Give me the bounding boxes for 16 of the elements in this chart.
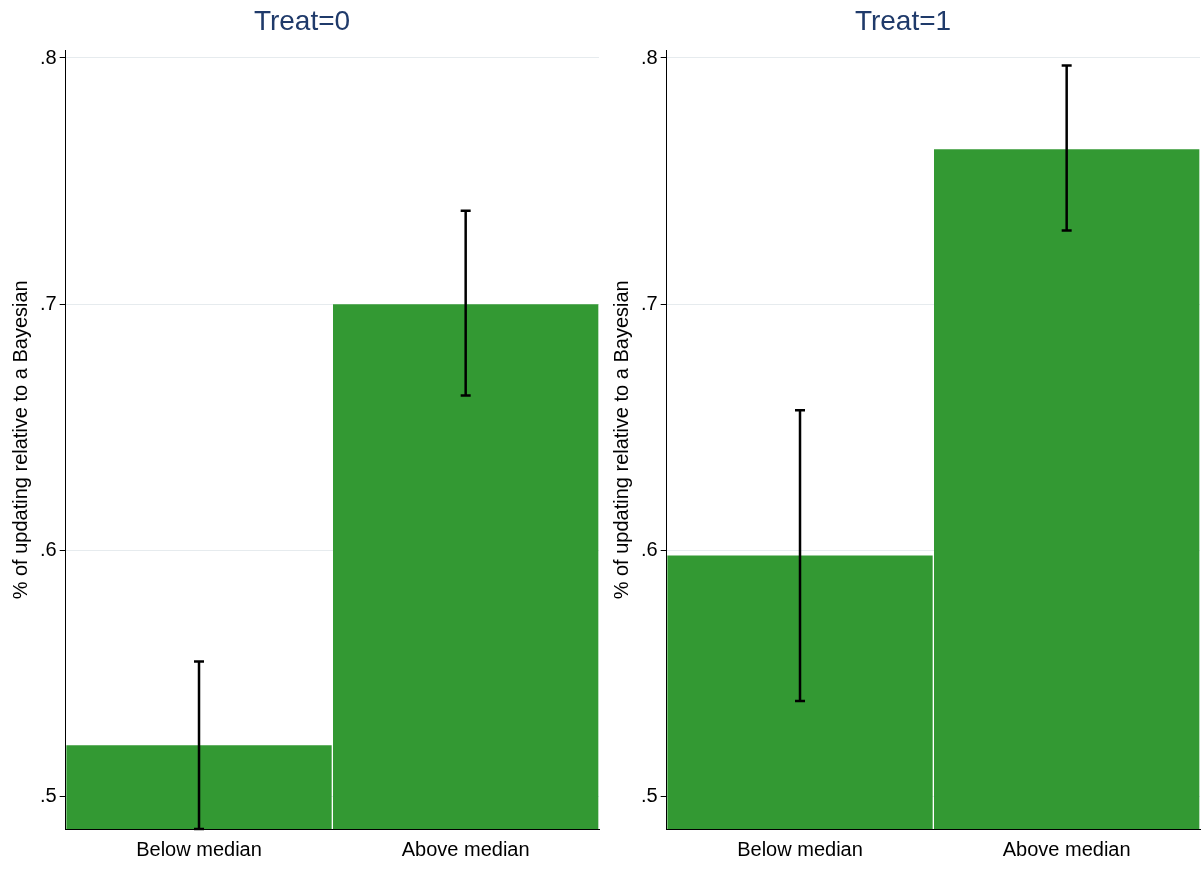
y-tick-label: .5 bbox=[39, 784, 57, 807]
y-tick-label: .8 bbox=[39, 45, 57, 68]
y-tick-label: .7 bbox=[640, 291, 658, 314]
y-tick-label: .8 bbox=[640, 45, 658, 68]
y-tick-label: .6 bbox=[39, 538, 57, 561]
y-tick-label: .6 bbox=[640, 538, 658, 561]
x-tick-label: Below median bbox=[737, 837, 863, 860]
x-tick-label: Below median bbox=[136, 837, 262, 860]
y-axis-title: % of updating relative to a Bayesian bbox=[609, 280, 632, 600]
chart-title: Treat=1 bbox=[854, 4, 952, 36]
chart-title: Treat=0 bbox=[253, 4, 351, 36]
y-tick-label: .5 bbox=[640, 784, 658, 807]
x-tick-label: Above median bbox=[401, 837, 530, 860]
y-axis-title: % of updating relative to a Bayesian bbox=[8, 280, 31, 600]
y-tick-label: .7 bbox=[39, 291, 57, 314]
x-tick-label: Above median bbox=[1002, 837, 1131, 860]
